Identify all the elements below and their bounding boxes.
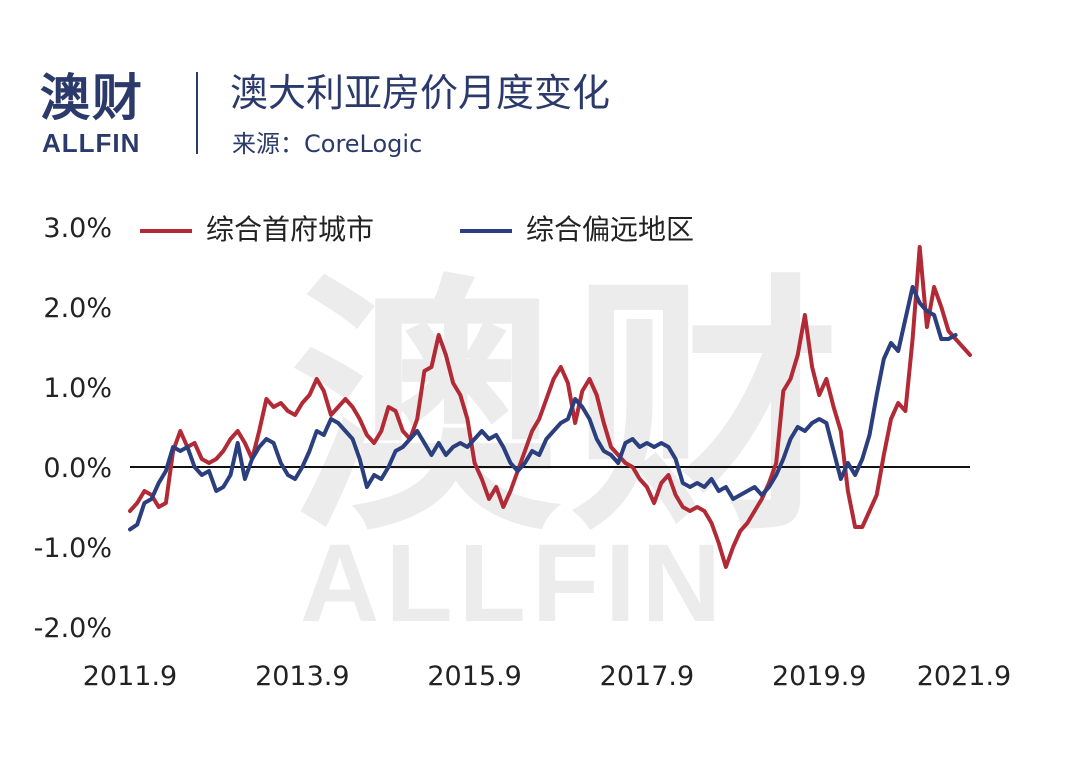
x-tick-label: 2017.9 [600,661,694,692]
watermark-chinese: 澳财 [290,252,850,567]
logo-chinese: 澳财 [40,69,144,127]
y-tick-label: -1.0% [34,533,112,564]
y-tick-label: 1.0% [43,373,112,404]
x-tick-label: 2021.9 [917,661,1011,692]
chart-source: 来源：CoreLogic [232,130,423,158]
legend-swatch-regional [460,229,512,233]
y-tick-label: 2.0% [43,293,112,324]
legend-swatch-capital-cities [140,229,192,233]
x-tick-label: 2013.9 [255,661,349,692]
y-tick-label: 0.0% [43,453,112,484]
series-line-regional [128,285,958,532]
logo-english: ALLFIN [42,128,141,158]
y-tick-label: 3.0% [43,213,112,244]
header-divider [196,72,198,154]
watermark-english: ALLFIN [300,522,728,645]
chart-title: 澳大利亚房价月度变化 [230,71,611,115]
x-tick-label: 2011.9 [83,661,177,692]
legend-label-regional: 综合偏远地区 [526,213,695,246]
series-line-capital-cities [128,245,972,569]
legend-item-regional: 综合偏远地区 [460,208,694,248]
y-tick-label: -2.0% [34,613,112,644]
legend-item-capital-cities: 综合首府城市 [140,208,374,248]
x-tick-label: 2015.9 [427,661,521,692]
legend-label-capital-cities: 综合首府城市 [206,213,375,246]
x-tick-label: 2019.9 [772,661,866,692]
